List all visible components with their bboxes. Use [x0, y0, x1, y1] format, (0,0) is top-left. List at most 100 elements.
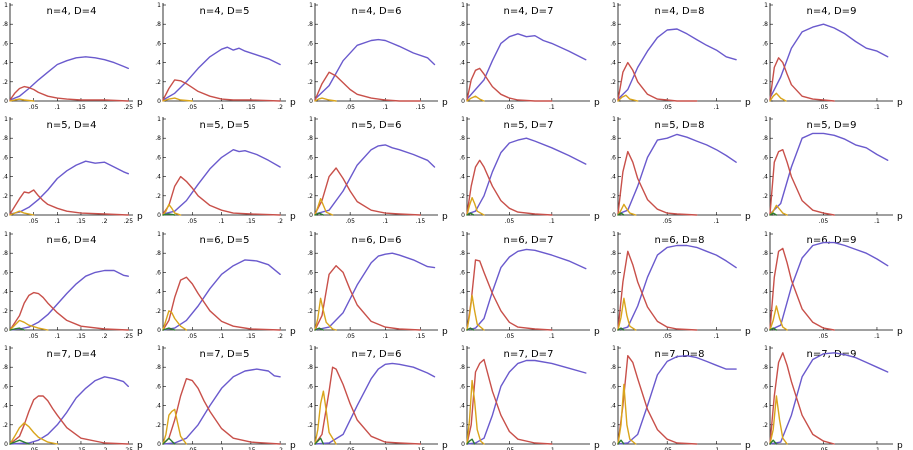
y-tick-label: .4 [610, 60, 616, 67]
subplot: 0 .2 .4 .6 .8 1 .05 .1 p n=7, D=7 [459, 345, 600, 450]
subplot: 0 .2 .4 .6 .8 1 .05 .1 .15 .2 .25 p n=4, D=4 [2, 2, 143, 111]
y-tick-label: 0 [612, 212, 616, 219]
series-line-blue [466, 33, 587, 100]
y-tick-label: 1 [4, 116, 8, 123]
series-line-orange [617, 94, 639, 102]
y-tick-label: 1 [157, 2, 161, 9]
series-line-red [162, 79, 281, 102]
subplot-title: n=5, D=8 [655, 120, 705, 131]
x-tick-label: .1 [219, 104, 225, 111]
x-tick-label: .1 [382, 104, 388, 111]
y-tick-label: .4 [155, 289, 161, 296]
y-tick-label: 0 [764, 98, 768, 105]
y-tick-label: 1 [461, 345, 465, 352]
y-tick-label: .4 [307, 60, 313, 67]
y-tick-label: 1 [612, 345, 616, 352]
series-line-red [466, 358, 553, 445]
y-tick-label: 0 [461, 441, 465, 448]
series-line-green [617, 439, 625, 445]
y-tick-label: .8 [459, 135, 465, 142]
x-axis-label: p [290, 212, 296, 222]
y-tick-label: .2 [459, 193, 465, 200]
series-line-blue [769, 241, 889, 331]
y-tick-label: .4 [762, 403, 768, 410]
y-tick-label: 1 [157, 345, 161, 352]
y-tick-label: 0 [612, 327, 616, 334]
x-tick-label: .15 [76, 104, 86, 111]
y-tick-label: .6 [762, 269, 768, 276]
y-tick-label: .2 [762, 193, 768, 200]
subplot-title: n=7, D=7 [504, 349, 554, 360]
y-tick-label: .8 [610, 21, 616, 28]
subplot-title: n=7, D=8 [655, 349, 705, 360]
series-line-red [314, 71, 422, 102]
series-line-orange [9, 210, 35, 216]
y-tick-label: 0 [309, 441, 313, 448]
subplot-title: n=5, D=6 [352, 120, 402, 131]
series-line-red [466, 67, 553, 102]
subplot-title: n=4, D=7 [504, 6, 554, 17]
y-tick-label: .4 [2, 174, 8, 181]
y-tick-label: .8 [610, 135, 616, 142]
x-axis-label: p [290, 441, 296, 450]
y-tick-label: .2 [155, 193, 161, 200]
series-line-orange [769, 395, 788, 445]
y-tick-label: 0 [461, 327, 465, 334]
series-line-orange [466, 95, 485, 102]
y-tick-label: .6 [762, 40, 768, 47]
subplot-title: n=4, D=5 [200, 6, 250, 17]
series-line-red [314, 265, 422, 331]
x-axis-label: p [442, 98, 448, 108]
series-line-blue [617, 28, 737, 100]
series-line-green [162, 213, 176, 216]
y-tick-label: .8 [762, 135, 768, 142]
y-tick-label: .4 [762, 289, 768, 296]
x-tick-label: .05 [819, 218, 829, 225]
y-tick-label: 1 [612, 231, 616, 238]
x-tick-label: .05 [662, 333, 672, 340]
y-tick-label: .8 [459, 364, 465, 371]
x-tick-label: .2 [102, 104, 108, 111]
x-tick-label: .1 [54, 218, 60, 225]
subplot-title: n=4, D=8 [655, 6, 705, 17]
y-tick-label: .2 [307, 79, 313, 86]
y-tick-label: 1 [612, 2, 616, 9]
x-tick-label: .05 [188, 333, 198, 340]
x-tick-label: .05 [505, 333, 515, 340]
series-line-orange [314, 390, 337, 445]
y-tick-label: .4 [307, 174, 313, 181]
series-line-green [162, 327, 176, 331]
series-line-red [769, 352, 835, 445]
x-tick-label: .15 [246, 447, 256, 450]
x-tick-label: .15 [246, 218, 256, 225]
x-tick-label: .1 [54, 333, 60, 340]
subplot-title: n=7, D=9 [807, 349, 857, 360]
series-line-orange [617, 203, 637, 216]
y-tick-label: .6 [459, 40, 465, 47]
subplot: 0 .2 .4 .6 .8 1 .05 .1 p n=6, D=7 [459, 231, 600, 340]
subplot: 0 .2 .4 .6 .8 1 .05 .1 p n=7, D=8 [610, 345, 751, 450]
y-tick-label: .4 [459, 289, 465, 296]
x-tick-label: .05 [819, 447, 829, 450]
y-tick-label: .6 [459, 154, 465, 161]
series-line-green [466, 327, 475, 331]
x-axis-label: p [137, 327, 143, 337]
series-line-red [314, 167, 422, 216]
series-line-orange [769, 305, 788, 331]
x-axis-label: p [442, 441, 448, 450]
x-tick-label: .05 [505, 447, 515, 450]
subplot-title: n=5, D=5 [200, 120, 250, 131]
y-tick-label: .8 [610, 250, 616, 257]
y-tick-label: .6 [2, 269, 8, 276]
y-tick-label: 0 [461, 212, 465, 219]
x-axis-label: p [137, 212, 143, 222]
series-line-green [466, 212, 475, 216]
x-axis-label: p [442, 212, 448, 222]
x-axis-label: p [897, 212, 903, 222]
x-tick-label: .1 [874, 333, 880, 340]
y-tick-label: 0 [612, 98, 616, 105]
y-tick-label: .2 [2, 193, 8, 200]
y-tick-label: .6 [2, 383, 8, 390]
y-tick-label: 0 [4, 441, 8, 448]
x-tick-label: .1 [714, 104, 720, 111]
